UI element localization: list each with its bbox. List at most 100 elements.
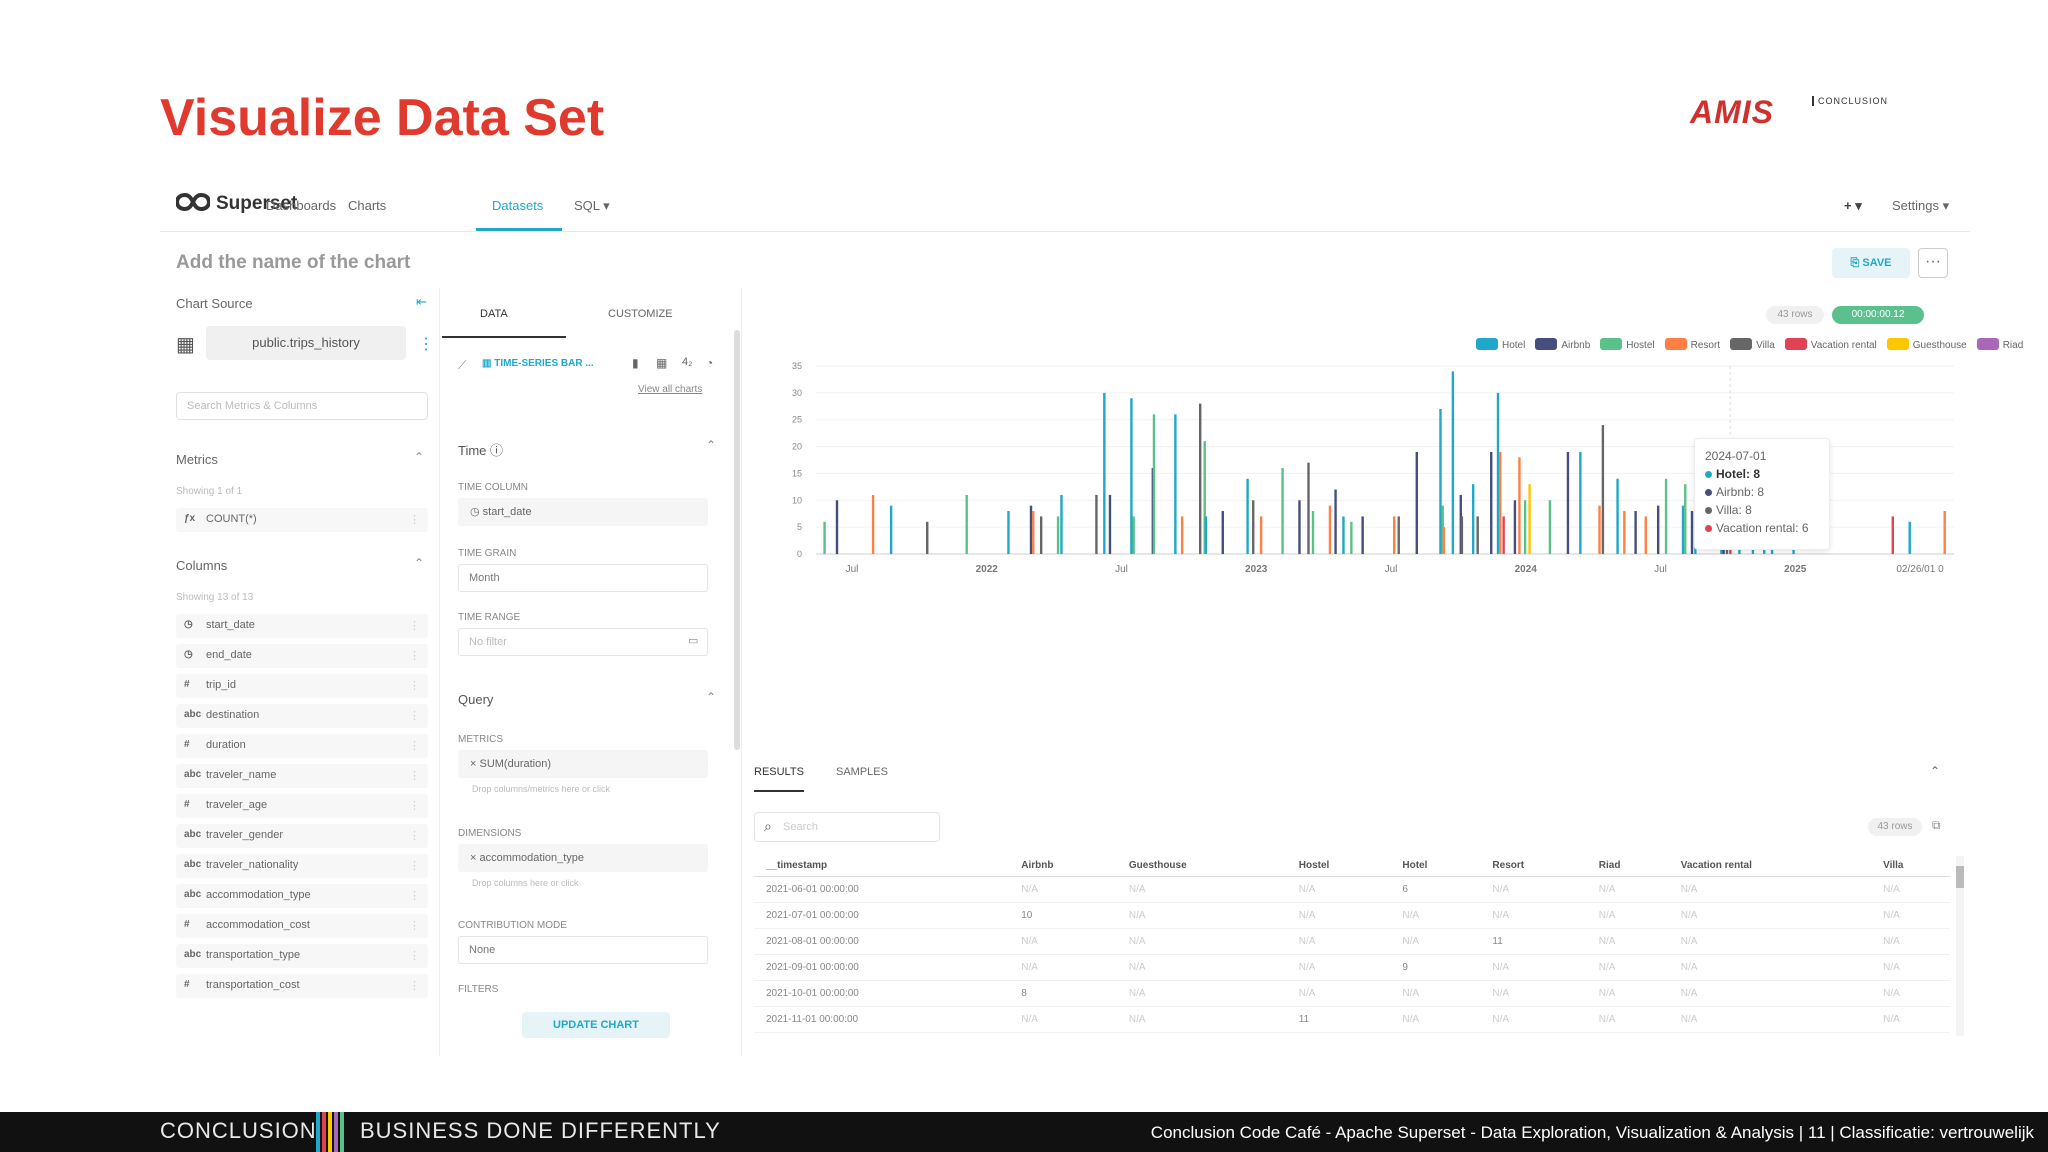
bar-mark[interactable]	[1490, 451, 1493, 554]
bar-mark[interactable]	[1523, 500, 1527, 554]
column-header[interactable]: __timestamp	[754, 856, 1010, 877]
column-item[interactable]: # accommodation_cost ⋮	[176, 914, 428, 938]
bar-mark[interactable]	[1281, 468, 1284, 554]
more-actions-button[interactable]: ···	[1918, 248, 1948, 278]
time-section-header[interactable]: Time ⓘ	[458, 443, 504, 458]
tab-data[interactable]: DATA	[480, 308, 508, 320]
panel-scrollbar[interactable]	[734, 330, 740, 750]
legend-item[interactable]: Guesthouse	[1886, 338, 1967, 351]
bar-mark[interactable]	[1623, 511, 1626, 554]
nav-charts[interactable]: Charts	[348, 198, 387, 213]
legend-item[interactable]: Resort	[1664, 338, 1720, 351]
bar-mark[interactable]	[1095, 494, 1098, 554]
column-item[interactable]: # traveler_age ⋮	[176, 794, 428, 818]
drag-handle-icon[interactable]: ⋮	[409, 514, 420, 526]
bar-mark[interactable]	[1029, 505, 1033, 554]
tab-samples[interactable]: SAMPLES	[836, 766, 888, 778]
bar-mark[interactable]	[1502, 516, 1505, 554]
legend-item[interactable]: Hotel	[1476, 338, 1525, 351]
bar-mark[interactable]	[871, 494, 875, 554]
bar-mark[interactable]	[835, 500, 839, 554]
bar-mark[interactable]	[1060, 494, 1063, 554]
nav-datasets[interactable]: Datasets	[492, 198, 544, 213]
tab-results[interactable]: RESULTS	[754, 766, 804, 778]
metrics-header[interactable]: Metrics	[176, 452, 218, 467]
time-grain-select[interactable]: Month	[458, 564, 708, 592]
legend-item[interactable]: Airbnb	[1535, 338, 1590, 351]
query-section-header[interactable]: Query	[458, 692, 494, 707]
bar-mark[interactable]	[1415, 451, 1418, 554]
bar-mark[interactable]	[1439, 408, 1442, 554]
bar-mark[interactable]	[1634, 511, 1637, 554]
dataset-selector[interactable]: public.trips_history	[206, 326, 406, 360]
drag-handle-icon[interactable]: ⋮	[409, 740, 420, 752]
bar-mark[interactable]	[1499, 451, 1502, 554]
bar-mark[interactable]	[1203, 441, 1206, 554]
bar-mark[interactable]	[1471, 484, 1475, 554]
bar-mark[interactable]	[1908, 521, 1911, 554]
big-number-icon[interactable]: 4₂	[682, 356, 693, 368]
save-button[interactable]: ⎘ SAVE	[1832, 248, 1910, 278]
legend-item[interactable]: Riad	[1976, 338, 2023, 351]
drag-handle-icon[interactable]: ⋮	[409, 680, 420, 692]
bar-mark[interactable]	[1518, 457, 1521, 554]
nav-dashboards[interactable]: Dashboards	[266, 198, 337, 213]
drag-handle-icon[interactable]: ⋮	[409, 770, 420, 782]
results-scrollbar[interactable]	[1956, 856, 1964, 1036]
columns-header[interactable]: Columns	[176, 558, 228, 573]
metric-pill[interactable]: × SUM(duration)	[458, 750, 708, 778]
bar-mark[interactable]	[1690, 511, 1694, 554]
bar-mark[interactable]	[1664, 478, 1668, 554]
bar-mark[interactable]	[823, 521, 826, 554]
bar-mark[interactable]	[1656, 505, 1660, 554]
bar-mark[interactable]	[1132, 516, 1135, 554]
nav-sql[interactable]: SQL ▾	[574, 198, 610, 213]
time-range-field[interactable]: No filter	[458, 628, 708, 656]
drag-handle-icon[interactable]: ⋮	[409, 800, 420, 812]
bar-mark[interactable]	[1601, 425, 1605, 554]
column-header[interactable]: Guesthouse	[1116, 856, 1287, 877]
time-collapse-icon[interactable]: ⌃	[706, 438, 717, 452]
bar-mark[interactable]	[1199, 403, 1202, 554]
column-item[interactable]: abc traveler_gender ⋮	[176, 824, 428, 848]
bar-mark[interactable]	[1108, 494, 1112, 554]
bar-mark[interactable]	[926, 521, 929, 554]
bar-mark[interactable]	[1334, 489, 1337, 554]
bar-mark[interactable]	[1130, 398, 1133, 554]
metrics-columns-search[interactable]: Search Metrics & Columns	[176, 392, 428, 420]
bar-mark[interactable]	[1528, 484, 1531, 554]
column-header[interactable]: Villa	[1871, 856, 1950, 877]
dimensions-drop-hint[interactable]: Drop columns here or click	[472, 878, 579, 888]
column-header[interactable]: Airbnb	[1009, 856, 1117, 877]
bar-mark[interactable]	[1298, 500, 1301, 554]
column-item[interactable]: abc destination ⋮	[176, 704, 428, 728]
dimension-pill[interactable]: × accommodation_type	[458, 844, 708, 872]
bar-mark[interactable]	[1496, 392, 1500, 554]
column-item[interactable]: abc traveler_nationality ⋮	[176, 854, 428, 878]
bar-mark[interactable]	[1891, 516, 1894, 554]
view-all-charts-link[interactable]: View all charts	[638, 384, 703, 395]
update-chart-button[interactable]: UPDATE CHART	[522, 1012, 670, 1038]
bar-mark[interactable]	[1032, 511, 1035, 554]
bar-mark[interactable]	[1548, 500, 1552, 554]
remove-icon[interactable]: ×	[470, 758, 480, 770]
column-chart-icon[interactable]: ▮	[632, 356, 639, 370]
collapse-icon[interactable]: ⇤	[416, 294, 427, 309]
pie-chart-icon[interactable]: ◔	[706, 356, 714, 370]
drag-handle-icon[interactable]: ⋮	[409, 890, 420, 902]
column-item[interactable]: # duration ⋮	[176, 734, 428, 758]
drag-handle-icon[interactable]: ⋮	[409, 950, 420, 962]
column-item[interactable]: # trip_id ⋮	[176, 674, 428, 698]
column-item[interactable]: ◷ end_date ⋮	[176, 644, 428, 668]
tab-customize[interactable]: CUSTOMIZE	[608, 308, 673, 320]
column-item[interactable]: abc accommodation_type ⋮	[176, 884, 428, 908]
bar-mark[interactable]	[1393, 516, 1396, 554]
legend-item[interactable]: Hostel	[1600, 338, 1655, 351]
bar-mark[interactable]	[965, 494, 968, 554]
bar-mark[interactable]	[1103, 392, 1106, 554]
bar-mark[interactable]	[1513, 500, 1517, 554]
remove-icon[interactable]: ×	[470, 852, 480, 864]
column-header[interactable]: Resort	[1480, 856, 1587, 877]
drag-handle-icon[interactable]: ⋮	[409, 830, 420, 842]
